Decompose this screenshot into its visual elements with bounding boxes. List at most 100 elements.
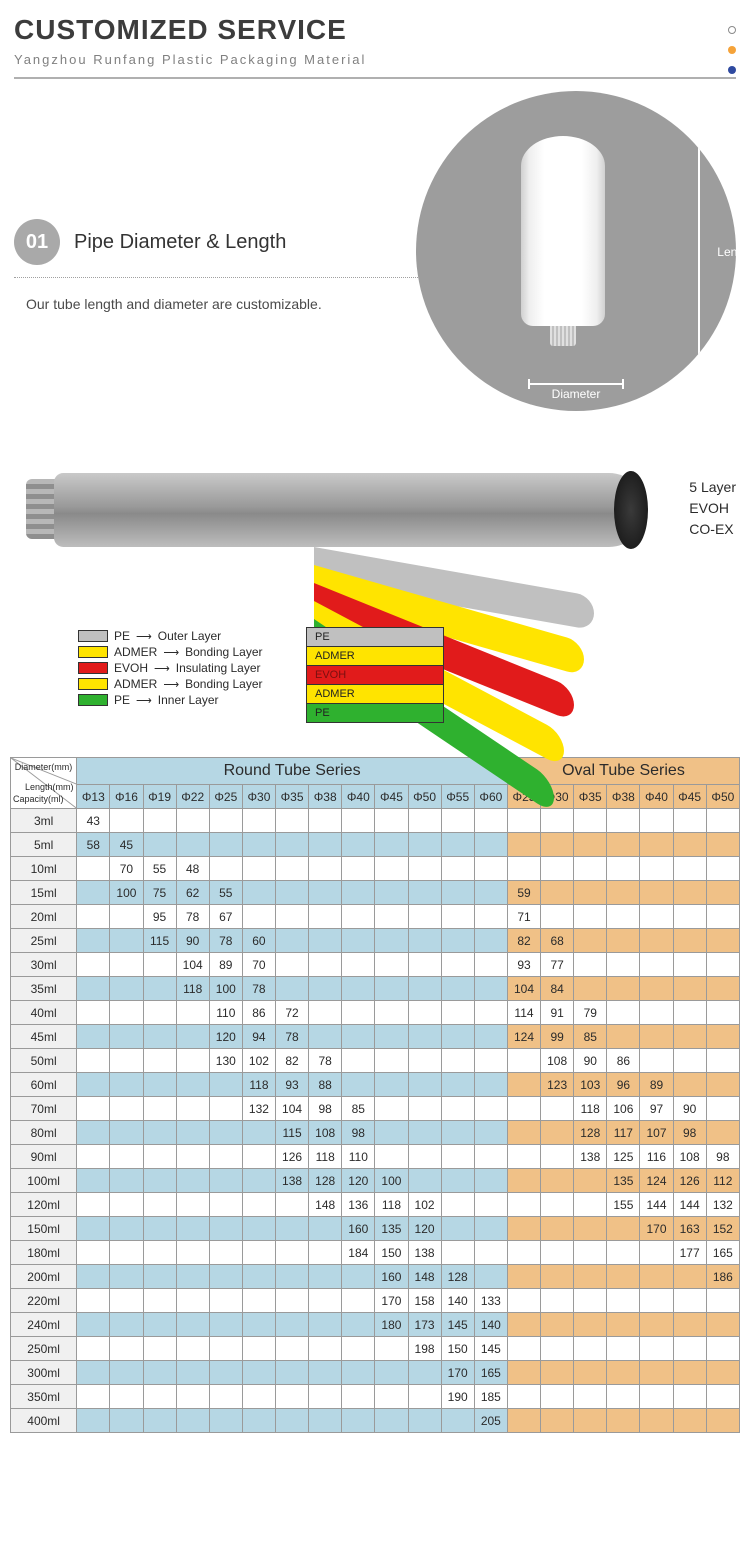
oval-cell: [574, 1217, 607, 1241]
oval-cell: 77: [541, 953, 574, 977]
round-cell: 140: [474, 1313, 507, 1337]
round-cell: [143, 1409, 176, 1433]
dot-blue-icon: [728, 66, 736, 74]
round-cell: 118: [176, 977, 209, 1001]
round-cell: [309, 1409, 342, 1433]
round-cell: [77, 1289, 110, 1313]
round-cell: [375, 857, 408, 881]
oval-cell: 163: [673, 1217, 706, 1241]
oval-cell: 107: [640, 1121, 673, 1145]
oval-cell: [673, 1361, 706, 1385]
round-cell: [375, 1025, 408, 1049]
round-cell: [276, 881, 309, 905]
round-cell: 55: [143, 857, 176, 881]
oval-cell: [640, 857, 673, 881]
round-cell: [77, 977, 110, 1001]
round-cell: 78: [242, 977, 275, 1001]
round-cell: 78: [309, 1049, 342, 1073]
round-cell: [276, 1289, 309, 1313]
round-cell: 120: [209, 1025, 242, 1049]
round-cell: [176, 833, 209, 857]
round-cell: [276, 833, 309, 857]
stack-label: PE: [306, 627, 444, 646]
oval-cell: [507, 1193, 540, 1217]
oval-cell: 132: [706, 1193, 739, 1217]
round-cell: [242, 881, 275, 905]
round-cell: [242, 833, 275, 857]
legend-swatch-icon: [78, 646, 108, 658]
oval-cell: 108: [541, 1049, 574, 1073]
table-row: 220ml170158140133: [11, 1289, 740, 1313]
oval-cell: [541, 1169, 574, 1193]
oval-cell: 89: [640, 1073, 673, 1097]
oval-cell: [507, 1217, 540, 1241]
length-bracket-icon: Length: [692, 137, 706, 367]
round-cell: [209, 1097, 242, 1121]
dot-orange-icon: [728, 46, 736, 54]
table-row: 150ml160135120170163152: [11, 1217, 740, 1241]
round-cell: 170: [375, 1289, 408, 1313]
table-row: 70ml13210498851181069790: [11, 1097, 740, 1121]
round-cell: [77, 1097, 110, 1121]
round-cell: [143, 977, 176, 1001]
oval-cell: [574, 857, 607, 881]
round-cell: [309, 953, 342, 977]
oval-cell: [541, 881, 574, 905]
round-cell: [176, 1289, 209, 1313]
oval-cell: 68: [541, 929, 574, 953]
round-cell: [110, 1025, 143, 1049]
round-cell: [408, 1073, 441, 1097]
legend-swatch-icon: [78, 694, 108, 706]
oval-cell: [673, 977, 706, 1001]
round-cell: [276, 929, 309, 953]
round-cell: [375, 953, 408, 977]
legend-row: ADMER⟶Bonding Layer: [78, 677, 263, 691]
stack-label: ADMER: [306, 684, 444, 703]
round-cell: [176, 1241, 209, 1265]
round-cell: [474, 1265, 507, 1289]
oval-cell: [507, 1241, 540, 1265]
round-cell: [441, 1025, 474, 1049]
oval-cell: [574, 1361, 607, 1385]
oval-cell: [640, 905, 673, 929]
round-cell: 98: [342, 1121, 375, 1145]
round-cell: [276, 1241, 309, 1265]
round-cell: [242, 1169, 275, 1193]
round-cell: [110, 1337, 143, 1361]
round-col-header: Φ19: [143, 785, 176, 809]
oval-cell: 104: [507, 977, 540, 1001]
oval-cell: [574, 881, 607, 905]
round-cell: [77, 1049, 110, 1073]
oval-cell: [541, 905, 574, 929]
oval-cell: [507, 1073, 540, 1097]
legend-name: EVOH: [114, 661, 148, 675]
capacity-cell: 250ml: [11, 1337, 77, 1361]
oval-cell: [706, 1409, 739, 1433]
round-cell: [110, 1385, 143, 1409]
round-cell: [209, 1217, 242, 1241]
round-series-header: Round Tube Series: [77, 758, 508, 785]
oval-cell: [607, 1361, 640, 1385]
round-cell: [143, 1121, 176, 1145]
round-cell: [77, 1385, 110, 1409]
oval-cell: 90: [574, 1049, 607, 1073]
oval-cell: [507, 1385, 540, 1409]
capacity-cell: 30ml: [11, 953, 77, 977]
round-cell: [110, 1097, 143, 1121]
round-cell: [375, 1001, 408, 1025]
oval-cell: [574, 1337, 607, 1361]
oval-cell: [507, 1169, 540, 1193]
round-cell: [110, 977, 143, 1001]
round-cell: 70: [242, 953, 275, 977]
oval-cell: 93: [507, 953, 540, 977]
round-cell: [110, 1289, 143, 1313]
round-cell: [375, 1337, 408, 1361]
round-cell: [209, 1409, 242, 1433]
round-cell: [110, 1217, 143, 1241]
legend-name: PE: [114, 693, 130, 707]
oval-cell: [507, 1121, 540, 1145]
round-cell: [408, 1001, 441, 1025]
round-cell: 158: [408, 1289, 441, 1313]
round-cell: [342, 857, 375, 881]
round-cell: [176, 1361, 209, 1385]
